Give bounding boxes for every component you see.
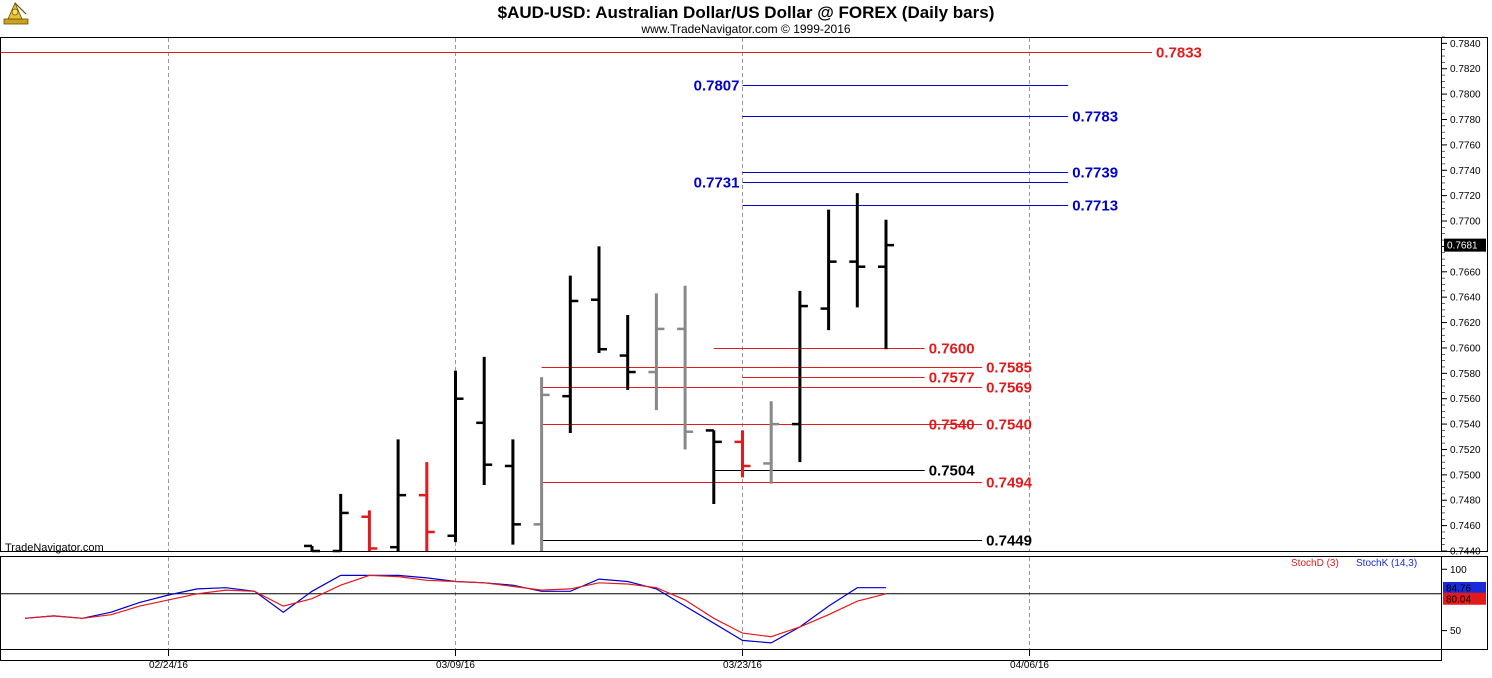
- level-label: 0.7731: [694, 175, 740, 192]
- price-bar: [304, 544, 320, 553]
- level-label: 0.7540: [986, 417, 1032, 434]
- price-bar: [849, 193, 866, 308]
- price-tick-label: 0.7820: [1450, 64, 1481, 75]
- level-label: 0.7739: [1072, 165, 1118, 182]
- price-bar: [878, 219, 894, 350]
- legend-stoch-d: StochD (3): [1291, 558, 1339, 569]
- price-tick-label: 0.7760: [1450, 140, 1481, 151]
- price-bar: [332, 493, 349, 553]
- level-label: 0.7585: [986, 360, 1032, 377]
- price-bar: [763, 401, 780, 484]
- last-price-box: [1444, 238, 1486, 252]
- indicator-panel-frame: [0, 556, 1442, 650]
- stoch-d-line: [24, 574, 887, 638]
- price-bar: [447, 370, 464, 543]
- price-tick-label: 0.7540: [1450, 420, 1481, 431]
- price-tick-label: 0.7500: [1450, 470, 1481, 481]
- price-bar: [591, 246, 607, 354]
- price-tick-label: 0.7660: [1450, 267, 1481, 278]
- date-tick-label: 03/09/16: [436, 660, 475, 671]
- price-bar: [504, 439, 521, 545]
- legend-stoch-k: StochK (14,3): [1356, 558, 1417, 569]
- level-label: 0.7449: [986, 533, 1032, 550]
- level-label: 0.7494: [986, 475, 1033, 492]
- date-tick-label: 02/24/16: [149, 660, 188, 671]
- price-bar: [705, 429, 722, 505]
- price-bar: [418, 462, 435, 551]
- price-tick-label: 0.7440: [1450, 547, 1481, 558]
- level-label: 0.7713: [1072, 198, 1118, 215]
- price-tick-label: 0.7600: [1450, 343, 1481, 354]
- date-tick-label: 04/06/16: [1010, 660, 1049, 671]
- price-bar: [677, 285, 694, 450]
- price-tick-label: 0.7520: [1450, 445, 1481, 456]
- price-tick-label: 0.7580: [1450, 369, 1481, 380]
- price-bar: [476, 356, 493, 486]
- level-label: 0.7783: [1072, 109, 1118, 126]
- price-tick-label: 0.7740: [1450, 166, 1481, 177]
- last-price-label: 0.7681: [1447, 241, 1478, 252]
- price-bar: [791, 290, 808, 463]
- price-bar: [734, 430, 751, 478]
- sextant-logo-icon: [3, 2, 29, 25]
- price-axis: 0.7840 0.7820 0.7800 0.7780 0.7760 0.7740 0.77…: [1442, 36, 1481, 558]
- price-bar: [619, 314, 636, 390]
- stoch-d-last-label: 80.04: [1446, 594, 1471, 605]
- watermark: TradeNavigator.com: [5, 542, 104, 554]
- stoch-k-last-box: [1443, 581, 1486, 593]
- price-tick-label: 0.7640: [1450, 293, 1481, 304]
- level-label: 0.7833: [1156, 45, 1202, 62]
- chart-subtitle: www.TradeNavigator.com © 1999-2016: [640, 22, 850, 36]
- indicator-tick-label: 100: [1450, 565, 1467, 576]
- price-tick-label: 0.7460: [1450, 521, 1481, 532]
- date-axis: 02/24/16 03/09/16 03/23/16 04/06/16: [149, 650, 1049, 671]
- level-label: 0.7504: [929, 463, 976, 480]
- price-bar: [533, 377, 550, 551]
- price-bar: [562, 275, 579, 433]
- date-axis-frame: [0, 649, 1442, 661]
- price-panel-frame: [0, 37, 1442, 552]
- logo: [3, 2, 29, 25]
- price-tick-label: 0.7620: [1450, 318, 1481, 329]
- chart-title: $AUD-USD: Australian Dollar/US Dollar @ …: [498, 3, 995, 22]
- level-label: 0.7600: [929, 341, 975, 358]
- level-label: 0.7807: [694, 78, 740, 95]
- indicator-tick-label: 50: [1450, 626, 1462, 637]
- price-bar: [390, 439, 407, 551]
- price-tick-label: 0.7720: [1450, 191, 1481, 202]
- levels-layer: 0.7833 0.7807 0.7783 0.7739 0.7731 0.7713 0.76…: [1, 45, 1202, 550]
- price-tick-label: 0.7560: [1450, 394, 1481, 405]
- stoch-d-last-box: [1443, 592, 1486, 605]
- price-bar: [361, 510, 378, 551]
- price-bar: [648, 293, 665, 411]
- price-axis-frame: [1441, 37, 1488, 552]
- level-label: 0.7577: [929, 370, 975, 387]
- price-tick-label: 0.7780: [1450, 115, 1481, 126]
- price-bar: [820, 209, 837, 331]
- price-tick-label: 0.7840: [1450, 39, 1481, 50]
- price-tick-label: 0.7800: [1450, 90, 1481, 101]
- stoch-k-last-label: 84.76: [1446, 583, 1471, 594]
- price-tick-label: 0.7480: [1450, 496, 1481, 507]
- price-tick-label: 0.7700: [1450, 217, 1481, 228]
- indicator-axis-frame: [1441, 556, 1488, 650]
- bars-layer: [304, 193, 894, 553]
- date-tick-label: 03/23/16: [723, 660, 762, 671]
- level-label: 0.7569: [986, 380, 1032, 397]
